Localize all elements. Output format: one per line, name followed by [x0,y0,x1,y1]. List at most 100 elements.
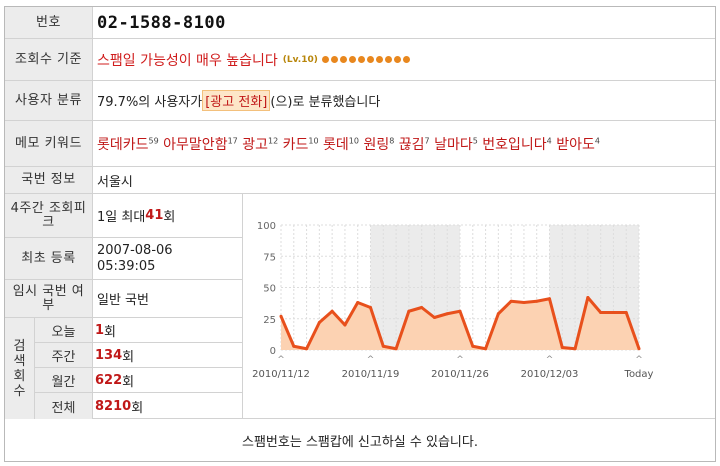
level-dot [348,56,356,63]
keyword-item[interactable]: 받아도4 [556,136,600,154]
area-value: 서울시 [97,174,133,190]
level-dot [384,56,392,63]
data-point [445,312,449,316]
keyword-count: 10 [348,136,359,146]
data-point [292,344,296,348]
x-tick-label: 2010/12/03 [521,369,579,380]
level-dot [402,56,410,63]
user-class-suffix: (으)로 분류했습니다 [270,95,381,110]
keyword-item[interactable]: 아무말안함17 [163,136,238,154]
keyword-item[interactable]: 카드10 [282,136,319,154]
search-count-label-char: 회 [13,368,26,384]
user-class-category: [광고 전화] [202,90,271,111]
search-trend-chart: 0 25 50 75 100 ^ ^ ^ ^ ^ 2010/11/12 2010/11/19 2010/… [243,194,715,418]
data-point [317,321,321,324]
user-class-prefix: 79.7%의 사용자가 [97,95,203,110]
search-count-today-unit: 회 [104,324,117,340]
spam-level-text: 스팸일 가능성이 매우 높습니다 [97,52,278,69]
data-point [599,311,603,314]
x-tick-caret: ^ [456,355,464,365]
number-info-panel: 번호 02-1588-8100 조회수 기준 스팸일 가능성이 매우 높습니다 … [4,6,716,462]
level-dot [330,56,338,63]
peak-value: 41 [145,208,164,223]
area-label: 국번 정보 [5,167,93,193]
level-dot [339,56,347,63]
x-tick-caret: ^ [277,355,285,365]
data-point [560,346,564,349]
temp-number-value: 일반 국번 [97,293,149,308]
search-count-today-value: 1 [95,322,105,338]
y-tick-label: 100 [257,221,276,232]
search-count-week-value: 134 [95,347,123,363]
data-point [369,306,372,309]
data-point [305,347,309,351]
data-point [394,347,398,351]
y-tick-label: 0 [270,346,276,357]
data-point [343,323,347,327]
phone-number: 02-1588-8100 [97,12,226,33]
level-dot [393,56,401,63]
first-reg-date: 2007-08-06 [97,242,173,258]
keyword-item[interactable]: 원링8 [363,136,395,154]
data-point [586,296,590,299]
keyword-count: 17 [227,136,238,146]
temp-number-label: 임시 국번 여부 [5,280,93,317]
keyword-count: 8 [389,136,395,146]
memo-keyword-label: 메모 키워드 [5,121,93,166]
keyword-item[interactable]: 날마다5 [434,136,478,154]
keyword-item[interactable]: 끊김7 [398,136,430,154]
data-point [548,297,551,301]
keyword-item[interactable]: 롯데10 [323,136,359,154]
search-count-label-char: 색 [13,353,26,369]
first-reg-time: 05:39:05 [97,258,156,274]
spam-level-dots [321,56,410,63]
keyword-item[interactable]: 번호입니다4 [482,136,552,154]
data-point [458,309,462,313]
keyword-item[interactable]: 광고12 [242,136,279,154]
y-tick-label: 75 [263,252,276,263]
data-point [573,347,577,351]
peak-prefix: 1일 최대 [97,210,146,225]
keyword-count: 4 [594,136,600,146]
user-class-row: 사용자 분류 79.7%의 사용자가 [광고 전화] (으)로 분류했습니다 [5,81,715,121]
area-row: 국번 정보 서울시 [5,167,715,194]
data-point [496,312,500,316]
x-tick-label: Today [624,369,654,380]
search-trend-svg: 0 25 50 75 100 ^ ^ ^ ^ ^ 2010/11/12 2010/11/19 2010/… [252,221,654,380]
keyword-item[interactable]: 롯데카드59 [97,136,159,154]
search-count-label-char: 수 [13,383,26,399]
search-count-week-unit: 회 [122,349,135,365]
y-tick-label: 50 [263,284,276,295]
memo-keyword-row: 메모 키워드 롯데카드59 아무말안함17 광고12 카드10 롯데10 원링8… [5,121,715,167]
level-dot [375,56,383,63]
data-point [381,344,385,348]
data-point [637,347,641,351]
data-point [522,301,526,304]
keyword-count: 12 [267,136,279,146]
x-tick-caret: ^ [546,355,554,365]
memo-keyword-list: 롯데카드59 아무말안함17 광고12 카드10 롯데10 원링8 끊김7 날마… [97,133,600,155]
number-label: 번호 [5,7,93,38]
stats-section: 4주간 조회피크 1일 최대 41 회 최초 등록 2007-08-06 05:… [5,194,715,419]
x-tick-caret: ^ [635,355,643,365]
keyword-count: 4 [546,136,552,146]
data-point [279,314,283,318]
data-point [509,299,513,303]
x-tick-caret: ^ [367,355,375,365]
search-count-total-value: 8210 [95,398,132,414]
footer-notice: 스팸번호는 스팸캅에 신고하실 수 있습니다. [242,434,478,450]
search-count-total-unit: 회 [131,400,144,416]
search-count-total-label: 전체 [35,393,93,419]
search-count-week: 주간 134 회 [35,343,242,368]
search-count-month: 월간 622 회 [35,368,242,393]
peak-suffix: 회 [163,210,176,225]
x-tick-label: 2010/11/19 [342,369,400,380]
search-count-month-unit: 회 [122,374,135,390]
peak-row: 4주간 조회피크 1일 최대 41 회 [5,194,242,238]
keyword-count: 5 [472,136,478,146]
spam-level-label: 조회수 기준 [5,39,93,80]
level-dot [321,56,329,63]
